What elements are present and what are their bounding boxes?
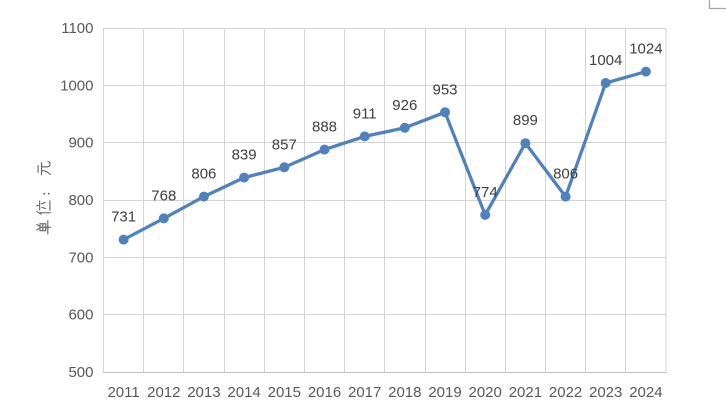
svg-text:899: 899 bbox=[513, 112, 538, 129]
svg-text:768: 768 bbox=[151, 187, 176, 204]
svg-text:1100: 1100 bbox=[61, 20, 93, 37]
svg-text:2021: 2021 bbox=[509, 384, 542, 401]
svg-text:2016: 2016 bbox=[308, 384, 341, 401]
svg-text:2014: 2014 bbox=[227, 384, 260, 401]
svg-text:2022: 2022 bbox=[549, 384, 582, 401]
svg-text:900: 900 bbox=[68, 135, 93, 152]
svg-text:1024: 1024 bbox=[629, 41, 662, 58]
svg-text:1000: 1000 bbox=[60, 77, 93, 94]
svg-text:839: 839 bbox=[232, 147, 257, 164]
svg-text:857: 857 bbox=[272, 136, 297, 153]
svg-text:2019: 2019 bbox=[428, 384, 461, 401]
svg-text:2018: 2018 bbox=[388, 384, 421, 401]
svg-text:700: 700 bbox=[68, 249, 93, 266]
svg-text:500: 500 bbox=[68, 364, 93, 381]
svg-text:600: 600 bbox=[68, 307, 93, 324]
svg-text:2012: 2012 bbox=[147, 384, 180, 401]
svg-text:2013: 2013 bbox=[187, 384, 220, 401]
svg-text:953: 953 bbox=[432, 81, 457, 98]
svg-text:806: 806 bbox=[191, 166, 216, 183]
svg-text:2024: 2024 bbox=[629, 384, 662, 401]
svg-text:926: 926 bbox=[392, 97, 417, 114]
svg-text:911: 911 bbox=[353, 105, 377, 122]
svg-text:806: 806 bbox=[553, 166, 578, 183]
svg-text:2015: 2015 bbox=[268, 384, 301, 401]
svg-text:2023: 2023 bbox=[589, 384, 622, 401]
svg-text:800: 800 bbox=[68, 192, 93, 209]
svg-text:1004: 1004 bbox=[589, 52, 622, 69]
svg-text:888: 888 bbox=[312, 119, 337, 136]
svg-text:2020: 2020 bbox=[469, 384, 502, 401]
svg-text:774: 774 bbox=[473, 184, 498, 201]
svg-text:731: 731 bbox=[111, 209, 136, 226]
svg-text:2017: 2017 bbox=[348, 384, 381, 401]
svg-text:2011: 2011 bbox=[107, 384, 139, 401]
